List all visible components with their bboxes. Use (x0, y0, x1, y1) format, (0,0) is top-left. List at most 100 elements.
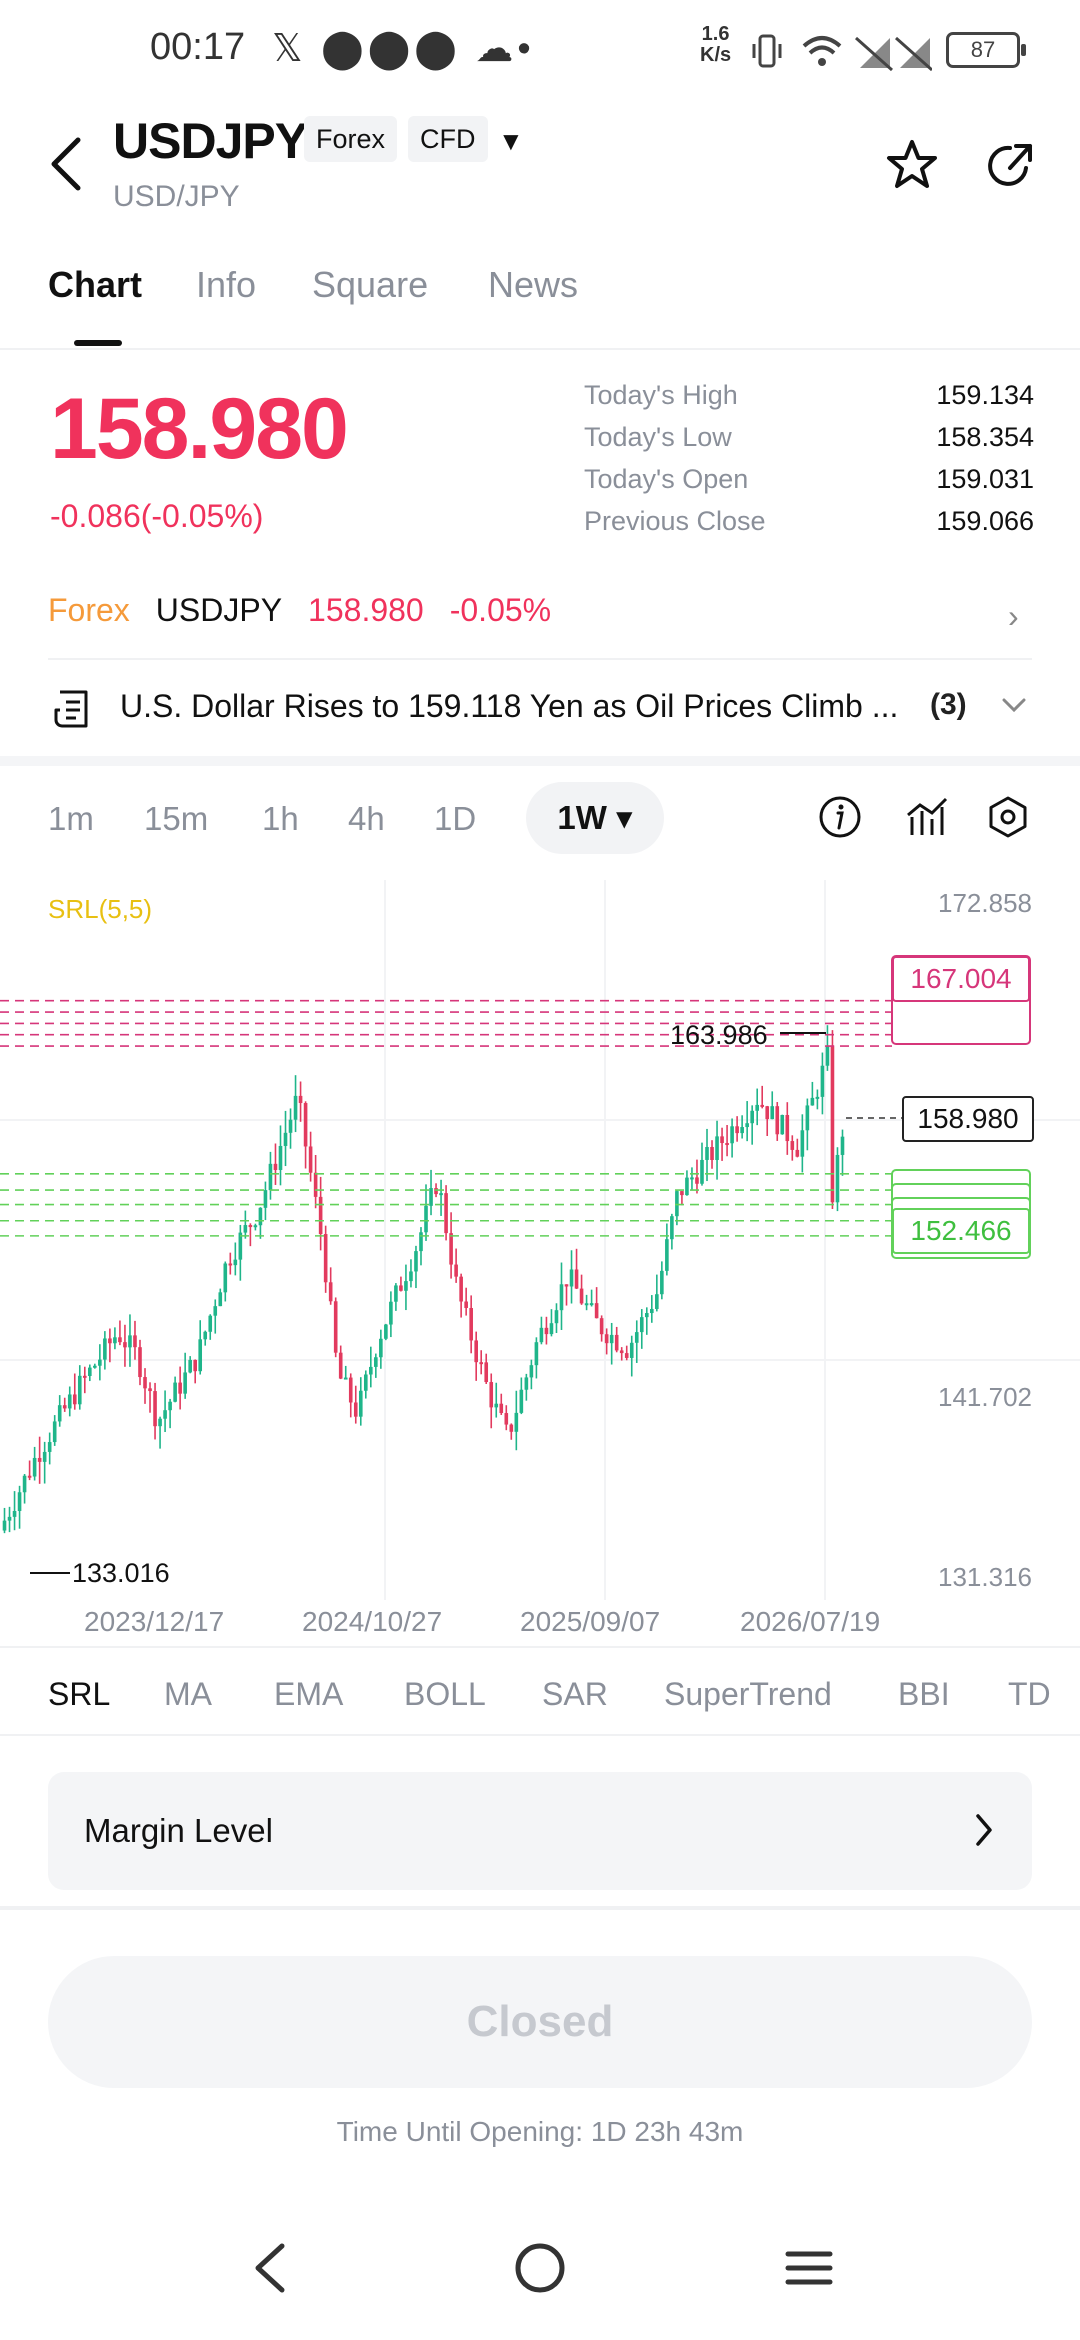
timeframe-1m[interactable]: 1m (48, 800, 94, 837)
candle-body (840, 1136, 845, 1155)
candle-body (223, 1263, 228, 1293)
margin-level-row[interactable]: Margin Level (48, 1772, 1032, 1890)
indicator-ema[interactable]: EMA (274, 1676, 344, 1712)
timeframe-1w[interactable]: 1W ▾ (526, 782, 664, 854)
candle-body (820, 1065, 825, 1097)
tab-news[interactable]: News (488, 264, 579, 305)
net-speed: 1.6 K/s (700, 23, 732, 66)
candle-body (278, 1145, 283, 1170)
candle-body (720, 1136, 724, 1144)
tab-info[interactable]: Info (196, 264, 257, 305)
tab-chart[interactable]: Chart (48, 264, 143, 305)
candle-body (499, 1403, 504, 1414)
candle-body (825, 1045, 830, 1066)
chevron-right-icon[interactable]: › (1008, 598, 1019, 634)
candle-body (745, 1123, 749, 1128)
timeframe-1h[interactable]: 1h (262, 800, 299, 837)
nav-menu-icon[interactable] (784, 2240, 834, 2296)
divider (0, 1646, 1080, 1648)
candle-body (363, 1374, 368, 1391)
candle-body (584, 1303, 589, 1306)
timeframe-1d[interactable]: 1D (434, 800, 477, 837)
indicator-supertrend[interactable]: SuperTrend (664, 1676, 832, 1712)
candle-body (815, 1096, 820, 1099)
notification-icons: 𝕏 ⬤⬤⬤ ☁• (272, 28, 535, 70)
stat-row: Today's Open 159.031 (584, 464, 1034, 494)
candle-body (72, 1394, 77, 1405)
info-icon[interactable] (818, 795, 862, 839)
candle-body (519, 1389, 524, 1413)
related-quote-row[interactable]: Forex USDJPY 158.980 -0.05% (48, 592, 577, 629)
timeframe-4h[interactable]: 4h (348, 800, 385, 837)
candle-body (414, 1251, 418, 1272)
chevron-down-icon[interactable]: ▼ (498, 126, 524, 156)
candle-body (474, 1340, 478, 1363)
indicator-ma[interactable]: MA (164, 1676, 212, 1712)
candle-body (479, 1362, 484, 1365)
share-icon[interactable] (982, 138, 1038, 194)
indicator-srl[interactable]: SRL (48, 1676, 111, 1712)
indicator-label: SRL(5,5) (48, 894, 153, 924)
price-stats: Today's High 159.134 Today's Low 158.354 T… (584, 380, 1034, 548)
back-icon[interactable] (44, 134, 88, 194)
candle-body (599, 1318, 604, 1335)
settings-icon[interactable] (986, 795, 1030, 839)
candle-body (369, 1366, 373, 1375)
indicator-bbi[interactable]: BBI (898, 1676, 950, 1712)
candle-body (379, 1338, 383, 1358)
star-icon[interactable] (884, 138, 940, 194)
candle-body (504, 1413, 509, 1425)
resistance-label-stack (891, 997, 1031, 1045)
news-headline[interactable]: U.S. Dollar Rises to 159.118 Yen as Oil … (120, 688, 899, 724)
candle-body (629, 1342, 634, 1358)
candle-body (775, 1106, 780, 1135)
candle-body (32, 1457, 37, 1477)
candle-body (168, 1401, 172, 1411)
candle-body (113, 1337, 117, 1344)
related-price: 158.980 (308, 592, 424, 628)
candle-body (665, 1239, 669, 1271)
tab-square[interactable]: Square (312, 264, 429, 305)
candle-body (394, 1285, 398, 1302)
trade-button[interactable]: Closed (48, 1956, 1032, 2088)
candle-body (263, 1190, 268, 1208)
candle-body (243, 1225, 248, 1233)
chevron-right-icon (976, 1814, 992, 1846)
candle-body (735, 1126, 739, 1134)
candle-body (374, 1357, 378, 1367)
candle-body (484, 1362, 489, 1383)
timeframe-15m[interactable]: 15m (144, 800, 209, 837)
x-tick: 2026/07/19 (740, 1606, 881, 1637)
indicator-td[interactable]: TD (1008, 1676, 1051, 1712)
candle-body (213, 1306, 218, 1316)
indicator-boll[interactable]: BOLL (404, 1676, 486, 1712)
candle-body (454, 1264, 458, 1277)
chart-type-icon[interactable] (904, 795, 948, 839)
candle-body (695, 1177, 699, 1184)
chevron-down-icon[interactable] (998, 694, 1030, 718)
opening-countdown: Time Until Opening: 1D 23h 43m (336, 2116, 744, 2147)
candle-body (328, 1282, 333, 1302)
divider (0, 348, 1080, 350)
divider (48, 658, 1032, 660)
candle-body (253, 1225, 258, 1228)
candle-body (22, 1475, 27, 1493)
candle-body (434, 1188, 438, 1195)
candle-body (554, 1310, 559, 1324)
candle-body (158, 1418, 162, 1427)
candle-body (293, 1095, 298, 1120)
candle-body (639, 1317, 644, 1333)
price-change: -0.086(-0.05%) (50, 498, 264, 534)
candle-body (82, 1375, 87, 1378)
nav-home-icon[interactable] (512, 2240, 568, 2296)
candle-body (128, 1335, 132, 1348)
nav-back-icon[interactable] (248, 2240, 292, 2296)
indicator-sar[interactable]: SAR (542, 1676, 608, 1712)
candle-body (444, 1193, 448, 1234)
candle-body (650, 1308, 654, 1314)
candle-body (238, 1232, 243, 1260)
candle-body (715, 1136, 719, 1160)
candle-body (579, 1288, 584, 1304)
candle-body (133, 1335, 137, 1348)
candle-body (2, 1520, 7, 1531)
